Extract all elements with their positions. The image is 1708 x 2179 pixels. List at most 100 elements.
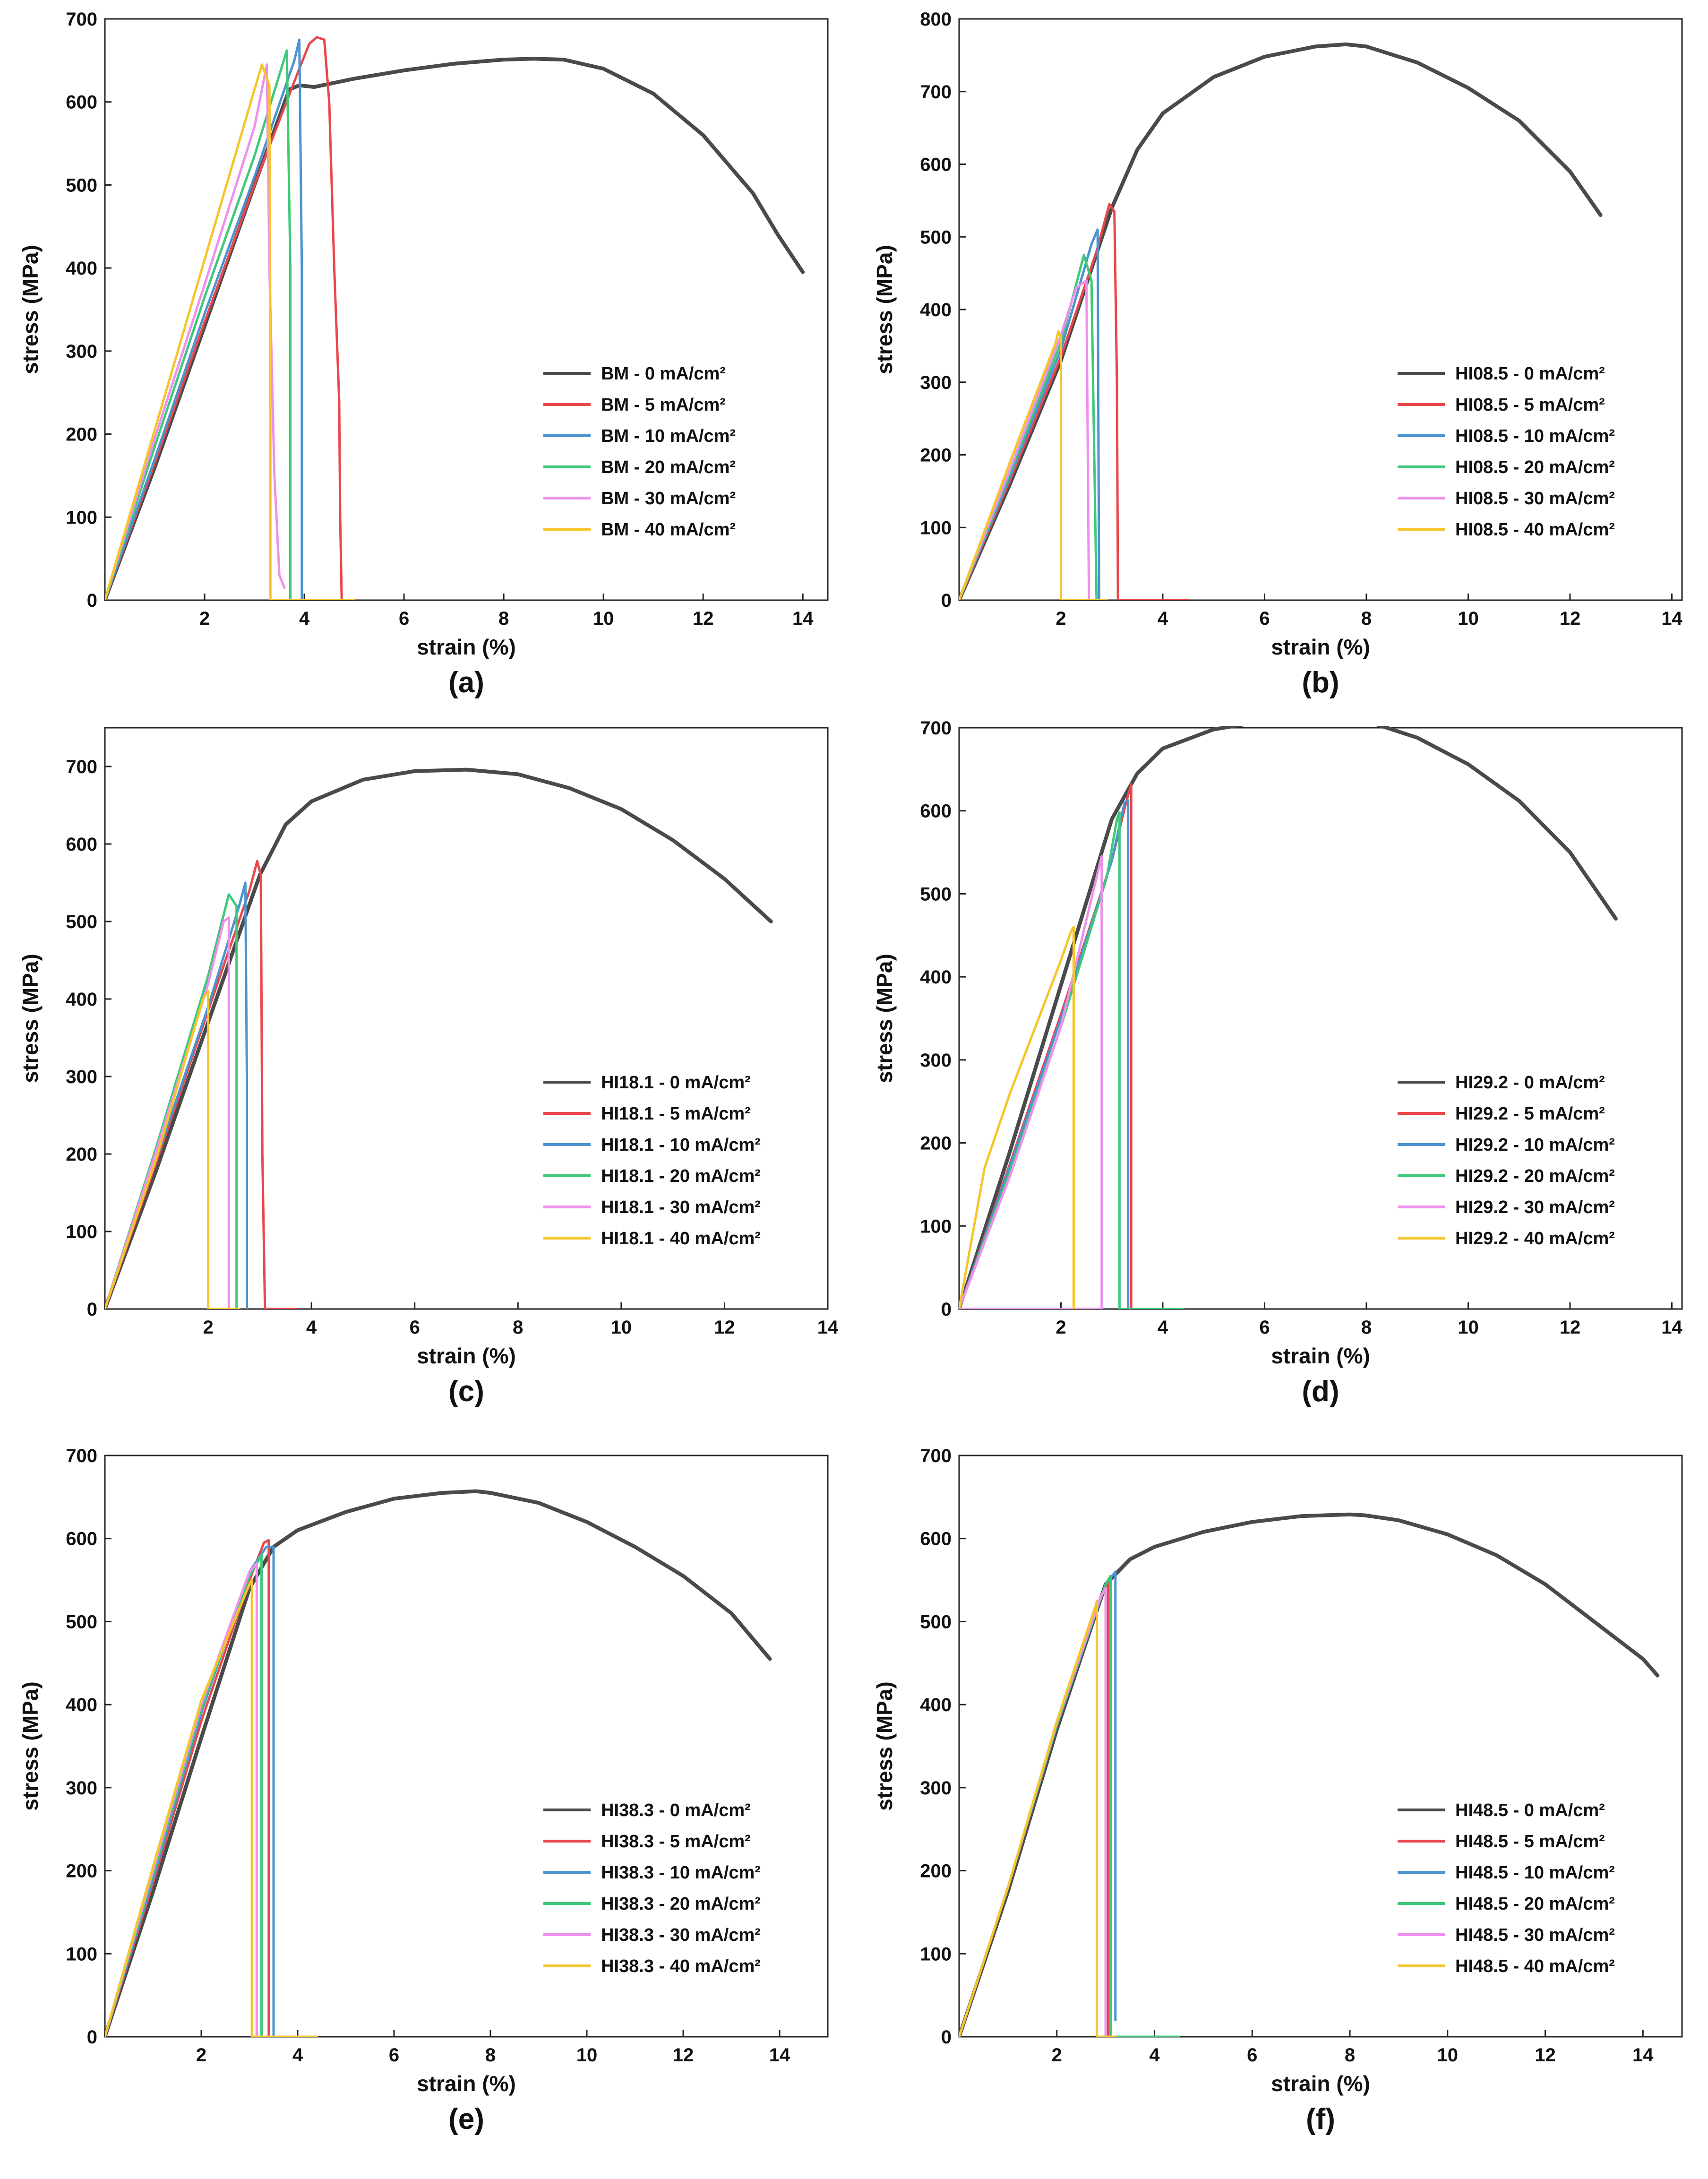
y-tick-label: 500 xyxy=(66,1611,97,1632)
panel-label: (d) xyxy=(1302,1375,1339,1408)
series-line-1 xyxy=(105,1539,299,2037)
series-line-3 xyxy=(105,49,292,600)
y-tick-label: 200 xyxy=(66,1861,97,1882)
y-tick-label: 600 xyxy=(66,1529,97,1550)
plot-frame xyxy=(958,18,1683,601)
x-axis-title: strain (%) xyxy=(1271,2071,1370,2096)
x-tick-label: 8 xyxy=(485,2045,496,2066)
legend-label: HI38.3 - 40 mA/cm² xyxy=(601,1956,761,1976)
series-line-2 xyxy=(959,799,1130,1309)
y-tick-label: 400 xyxy=(920,967,952,988)
x-tick-label: 8 xyxy=(498,608,509,629)
y-axis-title: stress (MPa) xyxy=(872,954,897,1083)
series-line-5 xyxy=(105,1579,318,2037)
series-line-3 xyxy=(959,811,1184,1309)
x-tick-label: 2 xyxy=(1052,2045,1062,2066)
x-tick-label: 12 xyxy=(673,2045,694,2066)
y-tick-label: 100 xyxy=(66,1222,97,1242)
panel-a: 2 4 6 8 10 12 14 0 100 200 300 400 500 600 700 strain (… xyxy=(0,0,854,711)
y-tick-label: 300 xyxy=(920,1778,952,1799)
y-tick-label: 300 xyxy=(920,372,952,393)
panel-d: 2 4 6 8 10 12 14 0 100 200 300 400 500 600 700 strain (… xyxy=(854,709,1708,1420)
y-tick-label: 0 xyxy=(941,2027,952,2048)
y-tick-label: 400 xyxy=(66,258,97,279)
legend-label: BM - 10 mA/cm² xyxy=(601,426,736,446)
chart-a: 2 4 6 8 10 12 14 0 100 200 300 400 500 600 700 strain (… xyxy=(18,9,829,699)
y-tick-label: 400 xyxy=(66,1695,97,1715)
series-line-5 xyxy=(959,926,1075,1309)
panel-label: (a) xyxy=(448,666,484,699)
plot-frame xyxy=(958,727,1683,1310)
y-tick-label: 0 xyxy=(941,590,952,611)
y-tick-label: 600 xyxy=(66,834,97,855)
series-line-1 xyxy=(105,36,343,600)
y-tick-label: 500 xyxy=(920,884,952,904)
series-line-5 xyxy=(959,1600,1117,2037)
legend-label: HI29.2 - 30 mA/cm² xyxy=(1455,1197,1615,1217)
y-tick-label: 600 xyxy=(66,92,97,113)
legend-label: HI29.2 - 20 mA/cm² xyxy=(1455,1166,1615,1186)
plot-frame xyxy=(104,1455,829,2038)
x-tick-label: 14 xyxy=(792,608,814,629)
legend-label: HI08.5 - 10 mA/cm² xyxy=(1455,426,1615,446)
legend-label: HI38.3 - 30 mA/cm² xyxy=(601,1925,761,1945)
x-tick-label: 4 xyxy=(1158,1317,1168,1338)
y-axis-title: stress (MPa) xyxy=(18,245,43,374)
x-tick-label: 6 xyxy=(1247,2045,1257,2066)
y-tick-label: 100 xyxy=(66,1944,97,1964)
x-tick-label: 12 xyxy=(1560,608,1581,629)
series-line-0 xyxy=(105,1489,772,2037)
x-tick-label: 12 xyxy=(714,1317,735,1338)
x-tick-label: 12 xyxy=(1560,1317,1581,1338)
legend-label: HI18.1 - 30 mA/cm² xyxy=(601,1197,761,1217)
legend-label: HI18.1 - 0 mA/cm² xyxy=(601,1073,751,1093)
legend-label: HI48.5 - 20 mA/cm² xyxy=(1455,1894,1615,1914)
chart-b: 2 4 6 8 10 12 14 0 100 200 300 400 500 600 700 800 strai… xyxy=(872,9,1683,699)
x-tick-label: 6 xyxy=(1259,1317,1270,1338)
y-tick-label: 400 xyxy=(920,300,952,320)
series-line-4 xyxy=(105,63,286,600)
legend-label: HI38.3 - 0 mA/cm² xyxy=(601,1800,751,1820)
y-tick-label: 700 xyxy=(920,718,952,739)
x-tick-label: 14 xyxy=(1661,608,1682,629)
x-tick-label: 4 xyxy=(1149,2045,1160,2066)
x-tick-label: 14 xyxy=(1632,2045,1654,2066)
y-tick-label: 0 xyxy=(87,590,97,611)
y-tick-label: 300 xyxy=(66,1067,97,1087)
series-line-4 xyxy=(959,855,1103,1309)
x-tick-label: 6 xyxy=(389,2045,399,2066)
y-tick-label: 0 xyxy=(87,2027,97,2048)
x-tick-label: 12 xyxy=(1535,2045,1556,2066)
series-line-5 xyxy=(105,990,240,1309)
x-tick-label: 2 xyxy=(199,608,210,629)
y-tick-label: 800 xyxy=(920,9,952,30)
legend-label: HI18.1 - 5 mA/cm² xyxy=(601,1104,751,1124)
x-tick-label: 2 xyxy=(203,1317,213,1338)
legend-label: HI48.5 - 5 mA/cm² xyxy=(1455,1832,1605,1852)
panel-label: (e) xyxy=(448,2103,484,2136)
series-line-0 xyxy=(959,726,1618,1309)
x-tick-label: 10 xyxy=(611,1317,632,1338)
legend-label: HI38.3 - 10 mA/cm² xyxy=(601,1863,761,1883)
legend-label: HI08.5 - 5 mA/cm² xyxy=(1455,395,1605,415)
y-tick-label: 700 xyxy=(66,1446,97,1466)
legend-label: BM - 40 mA/cm² xyxy=(601,520,736,540)
y-tick-label: 100 xyxy=(920,1944,952,1964)
panel-label: (c) xyxy=(448,1375,484,1408)
chart-d: 2 4 6 8 10 12 14 0 100 200 300 400 500 600 700 strain (… xyxy=(872,718,1683,1408)
x-axis-title: strain (%) xyxy=(1271,635,1370,659)
y-axis-title: stress (MPa) xyxy=(18,1681,43,1811)
series-line-0 xyxy=(105,57,805,600)
x-tick-label: 10 xyxy=(593,608,614,629)
series-line-2 xyxy=(105,38,303,600)
series-line-4 xyxy=(959,279,1090,600)
y-tick-label: 0 xyxy=(87,1299,97,1320)
x-tick-label: 4 xyxy=(1158,608,1168,629)
x-tick-label: 10 xyxy=(1437,2045,1459,2066)
series-line-5 xyxy=(105,63,356,600)
x-tick-label: 8 xyxy=(1345,2045,1355,2066)
legend-label: HI38.3 - 20 mA/cm² xyxy=(601,1894,761,1914)
x-axis-title: strain (%) xyxy=(417,2071,516,2096)
y-tick-label: 200 xyxy=(920,1133,952,1154)
